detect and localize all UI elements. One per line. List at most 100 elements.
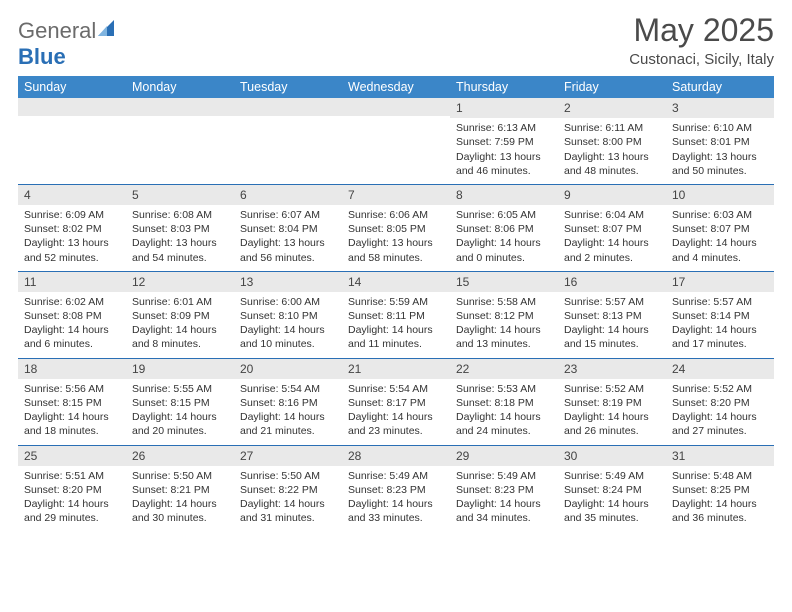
day-details: Sunrise: 5:58 AMSunset: 8:12 PMDaylight:… — [450, 292, 558, 358]
day-cell: 14Sunrise: 5:59 AMSunset: 8:11 PMDayligh… — [342, 271, 450, 358]
day-number: 14 — [342, 272, 450, 292]
detail-line: and 56 minutes. — [240, 251, 336, 265]
detail-line: and 23 minutes. — [348, 424, 444, 438]
detail-line: Sunset: 8:09 PM — [132, 309, 228, 323]
detail-line: Daylight: 14 hours — [564, 236, 660, 250]
day-details: Sunrise: 5:48 AMSunset: 8:25 PMDaylight:… — [666, 466, 774, 532]
day-cell: 2Sunrise: 6:11 AMSunset: 8:00 PMDaylight… — [558, 98, 666, 184]
detail-line: and 48 minutes. — [564, 164, 660, 178]
day-cell: 11Sunrise: 6:02 AMSunset: 8:08 PMDayligh… — [18, 271, 126, 358]
day-details: Sunrise: 6:07 AMSunset: 8:04 PMDaylight:… — [234, 205, 342, 271]
day-cell: 26Sunrise: 5:50 AMSunset: 8:21 PMDayligh… — [126, 445, 234, 531]
detail-line: Daylight: 14 hours — [672, 236, 768, 250]
day-cell: 15Sunrise: 5:58 AMSunset: 8:12 PMDayligh… — [450, 271, 558, 358]
detail-line: and 34 minutes. — [456, 511, 552, 525]
detail-line: Daylight: 14 hours — [564, 323, 660, 337]
detail-line: Sunset: 8:05 PM — [348, 222, 444, 236]
detail-line: Daylight: 14 hours — [672, 497, 768, 511]
detail-line: Sunrise: 5:57 AM — [672, 295, 768, 309]
week-row: 11Sunrise: 6:02 AMSunset: 8:08 PMDayligh… — [18, 271, 774, 358]
day-cell: 29Sunrise: 5:49 AMSunset: 8:23 PMDayligh… — [450, 445, 558, 531]
detail-line: Daylight: 14 hours — [672, 323, 768, 337]
day-cell: 18Sunrise: 5:56 AMSunset: 8:15 PMDayligh… — [18, 358, 126, 445]
day-details: Sunrise: 6:01 AMSunset: 8:09 PMDaylight:… — [126, 292, 234, 358]
detail-line: and 18 minutes. — [24, 424, 120, 438]
day-number: 19 — [126, 359, 234, 379]
day-number: 4 — [18, 185, 126, 205]
day-details: Sunrise: 6:11 AMSunset: 8:00 PMDaylight:… — [558, 118, 666, 184]
detail-line: Sunset: 8:13 PM — [564, 309, 660, 323]
day-number: 11 — [18, 272, 126, 292]
detail-line: Daylight: 14 hours — [132, 323, 228, 337]
detail-line: Sunset: 8:19 PM — [564, 396, 660, 410]
day-details: Sunrise: 6:06 AMSunset: 8:05 PMDaylight:… — [342, 205, 450, 271]
detail-line: Daylight: 13 hours — [348, 236, 444, 250]
detail-line: Sunset: 8:23 PM — [456, 483, 552, 497]
day-cell: 16 Sunrise: 5:57 AMSunset: 8:13 PMDayligh… — [558, 271, 666, 358]
day-header-row: Sunday Monday Tuesday Wednesday Thursday… — [18, 76, 774, 98]
day-number — [342, 98, 450, 116]
day-details: Sunrise: 6:13 AMSunset: 7:59 PMDaylight:… — [450, 118, 558, 184]
detail-line: Sunrise: 5:48 AM — [672, 469, 768, 483]
detail-line: Sunrise: 5:49 AM — [456, 469, 552, 483]
detail-line: and 8 minutes. — [132, 337, 228, 351]
detail-line: Daylight: 13 hours — [672, 150, 768, 164]
detail-line: Sunrise: 5:50 AM — [132, 469, 228, 483]
day-number: 17 — [666, 272, 774, 292]
day-details: Sunrise: 6:03 AMSunset: 8:07 PMDaylight:… — [666, 205, 774, 271]
detail-line: Sunrise: 5:56 AM — [24, 382, 120, 396]
day-number: 3 — [666, 98, 774, 118]
detail-line: and 11 minutes. — [348, 337, 444, 351]
detail-line: Sunrise: 6:10 AM — [672, 121, 768, 135]
detail-line: Sunset: 8:20 PM — [24, 483, 120, 497]
day-number: 18 — [18, 359, 126, 379]
detail-line: Sunset: 8:17 PM — [348, 396, 444, 410]
detail-line: Sunrise: 6:02 AM — [24, 295, 120, 309]
detail-line: and 33 minutes. — [348, 511, 444, 525]
detail-line: Daylight: 14 hours — [24, 497, 120, 511]
detail-line: Sunrise: 5:51 AM — [24, 469, 120, 483]
day-cell: 31Sunrise: 5:48 AMSunset: 8:25 PMDayligh… — [666, 445, 774, 531]
detail-line: Sunset: 8:15 PM — [132, 396, 228, 410]
day-header: Sunday — [18, 76, 126, 98]
detail-line: Daylight: 13 hours — [24, 236, 120, 250]
detail-line: Daylight: 14 hours — [456, 323, 552, 337]
detail-line: Daylight: 14 hours — [348, 410, 444, 424]
day-cell — [234, 98, 342, 184]
day-details: Sunrise: 5:54 AMSunset: 8:16 PMDaylight:… — [234, 379, 342, 445]
detail-line: Sunrise: 5:58 AM — [456, 295, 552, 309]
day-details: Sunrise: 6:08 AMSunset: 8:03 PMDaylight:… — [126, 205, 234, 271]
day-details: Sunrise: 5:49 AMSunset: 8:23 PMDaylight:… — [450, 466, 558, 532]
day-details: Sunrise: 5:53 AMSunset: 8:18 PMDaylight:… — [450, 379, 558, 445]
detail-line: and 20 minutes. — [132, 424, 228, 438]
detail-line: and 24 minutes. — [456, 424, 552, 438]
detail-line: and 29 minutes. — [24, 511, 120, 525]
week-row: 18 Sunrise: 5:56 AM Sunset: 8:15 PM Dayligh… — [18, 358, 774, 445]
day-cell: 1Sunrise: 6:13 AMSunset: 7:59 PMDaylight… — [450, 98, 558, 184]
detail-line: Sunset: 8:00 PM — [564, 135, 660, 149]
day-number: 13 — [234, 272, 342, 292]
day-details: Sunrise: 5:59 AMSunset: 8:11 PMDaylight:… — [342, 292, 450, 358]
detail-line: and 15 minutes. — [564, 337, 660, 351]
day-header: Tuesday — [234, 76, 342, 98]
week-row: 1Sunrise: 6:13 AMSunset: 7:59 PMDaylight… — [18, 98, 774, 184]
day-cell: 4Sunrise: 6:09 AMSunset: 8:02 PMDaylight… — [18, 184, 126, 271]
detail-line: and 13 minutes. — [456, 337, 552, 351]
detail-line: Sunset: 8:14 PM — [672, 309, 768, 323]
detail-line: Sunrise: 6:07 AM — [240, 208, 336, 222]
detail-line: Daylight: 14 hours — [456, 410, 552, 424]
detail-line: Sunrise: 6:01 AM — [132, 295, 228, 309]
detail-line: Sunset: 8:10 PM — [240, 309, 336, 323]
week-row: 4Sunrise: 6:09 AMSunset: 8:02 PMDaylight… — [18, 184, 774, 271]
detail-line: Sunset: 8:24 PM — [564, 483, 660, 497]
detail-line: and 58 minutes. — [348, 251, 444, 265]
calendar-table: Sunday Monday Tuesday Wednesday Thursday… — [18, 76, 774, 531]
day-number: 24 — [666, 359, 774, 379]
detail-line: Sunset: 8:22 PM — [240, 483, 336, 497]
detail-line: Sunrise: 5:57 AM — [564, 295, 660, 309]
day-number: 6 — [234, 185, 342, 205]
header: GeneralBlue May 2025 Custonaci, Sicily, … — [18, 12, 774, 70]
detail-line: Sunset: 7:59 PM — [456, 135, 552, 149]
day-cell: 27Sunrise: 5:50 AMSunset: 8:22 PMDayligh… — [234, 445, 342, 531]
day-number: 16 — [558, 272, 666, 292]
